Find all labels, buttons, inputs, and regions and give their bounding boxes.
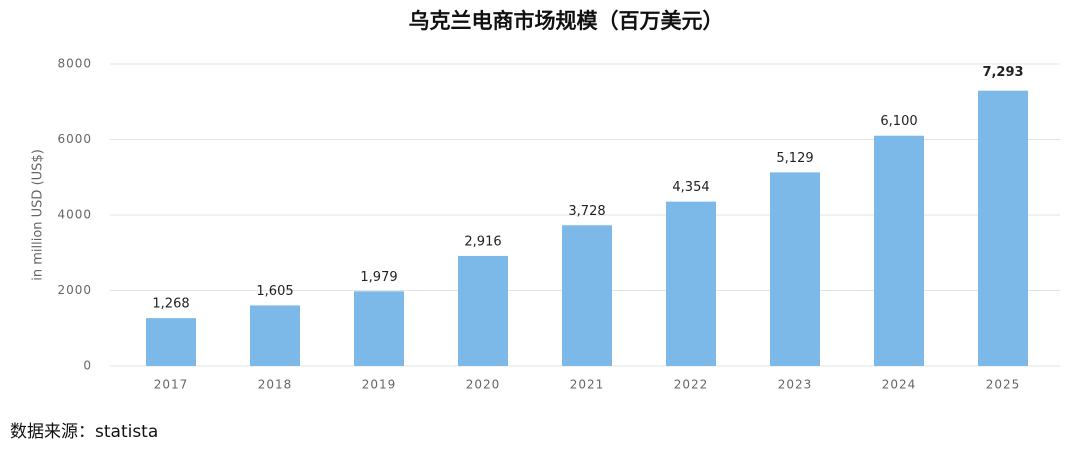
y-tick-label: 4000 (57, 208, 92, 222)
bar (874, 135, 924, 366)
x-tick-label: 2022 (674, 378, 709, 392)
value-label: 1,605 (256, 284, 293, 299)
value-label: 4,354 (672, 180, 709, 195)
bar (666, 201, 716, 366)
value-label: 2,916 (464, 234, 501, 249)
bar (354, 291, 404, 366)
x-tick-label: 2019 (362, 378, 397, 392)
value-label: 6,100 (880, 114, 917, 129)
y-tick-label: 8000 (57, 57, 92, 71)
x-tick-label: 2020 (466, 378, 501, 392)
y-tick-label: 6000 (57, 132, 92, 146)
x-tick-label: 2017 (154, 378, 189, 392)
bar (978, 90, 1028, 367)
x-tick-label: 2025 (986, 378, 1021, 392)
y-axis-label: in million USD (US$) (31, 149, 46, 281)
value-label: 5,129 (776, 151, 813, 166)
source: 数据来源：statista (10, 422, 158, 442)
bar (770, 172, 820, 366)
chart-title: 乌克兰电商市场规模（百万美元） (409, 9, 724, 33)
bar (146, 318, 196, 366)
x-tick-label: 2024 (882, 378, 917, 392)
bar (562, 225, 612, 366)
value-label: 1,268 (152, 297, 189, 312)
y-tick-label: 2000 (57, 283, 92, 297)
x-tick-label: 2018 (258, 378, 293, 392)
value-label: 1,979 (360, 270, 397, 285)
value-label: 7,293 (982, 65, 1023, 80)
x-tick-label: 2023 (778, 378, 813, 392)
value-label: 3,728 (568, 204, 605, 219)
bar (458, 255, 508, 366)
x-tick-label: 2021 (570, 378, 605, 392)
bar (250, 305, 300, 366)
y-tick-label: 0 (83, 359, 92, 373)
